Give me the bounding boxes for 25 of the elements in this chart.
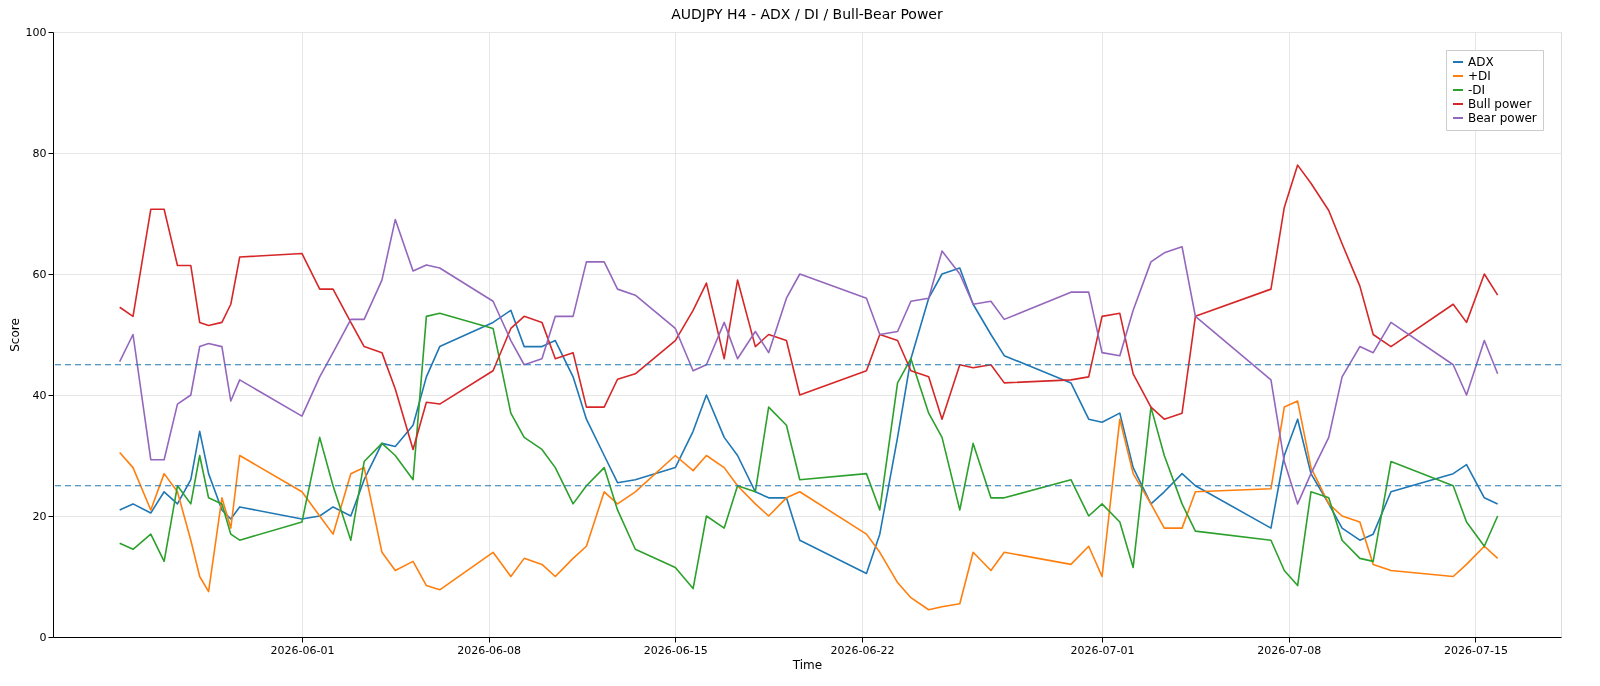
chart-title: AUDJPY H4 - ADX / DI / Bull-Bear Power — [671, 6, 943, 22]
line-series — [118, 164, 1499, 451]
x-axis-title: Time — [791, 657, 823, 672]
y-tick-label: 60 — [32, 267, 47, 281]
x-tick-label: 2026-06-08 — [457, 643, 522, 657]
line-series — [118, 218, 1499, 505]
x-tick-label: 2026-07-15 — [1443, 643, 1508, 657]
y-tick-label: 20 — [32, 509, 47, 523]
line-series — [118, 400, 1499, 611]
legend-label: -DI — [1468, 83, 1486, 97]
legend-label: Bull power — [1468, 97, 1532, 111]
x-tick-label: 2026-06-15 — [643, 643, 708, 657]
x-tick-label: 2026-06-22 — [830, 643, 895, 657]
legend-label: ADX — [1468, 55, 1494, 69]
y-tick-label: 40 — [32, 388, 47, 402]
x-tick-label: 2026-07-08 — [1257, 643, 1322, 657]
x-tick-label: 2026-07-01 — [1070, 643, 1135, 657]
legend-label: Bear power — [1468, 111, 1537, 125]
y-axis-title: Score — [7, 318, 22, 352]
y-tick-label: 0 — [39, 630, 47, 644]
y-tick-label: 80 — [32, 146, 47, 160]
line-series — [118, 312, 1499, 590]
y-tick-label: 100 — [25, 25, 47, 39]
legend-label: +DI — [1468, 69, 1491, 83]
x-tick-label: 2026-06-01 — [270, 643, 335, 657]
